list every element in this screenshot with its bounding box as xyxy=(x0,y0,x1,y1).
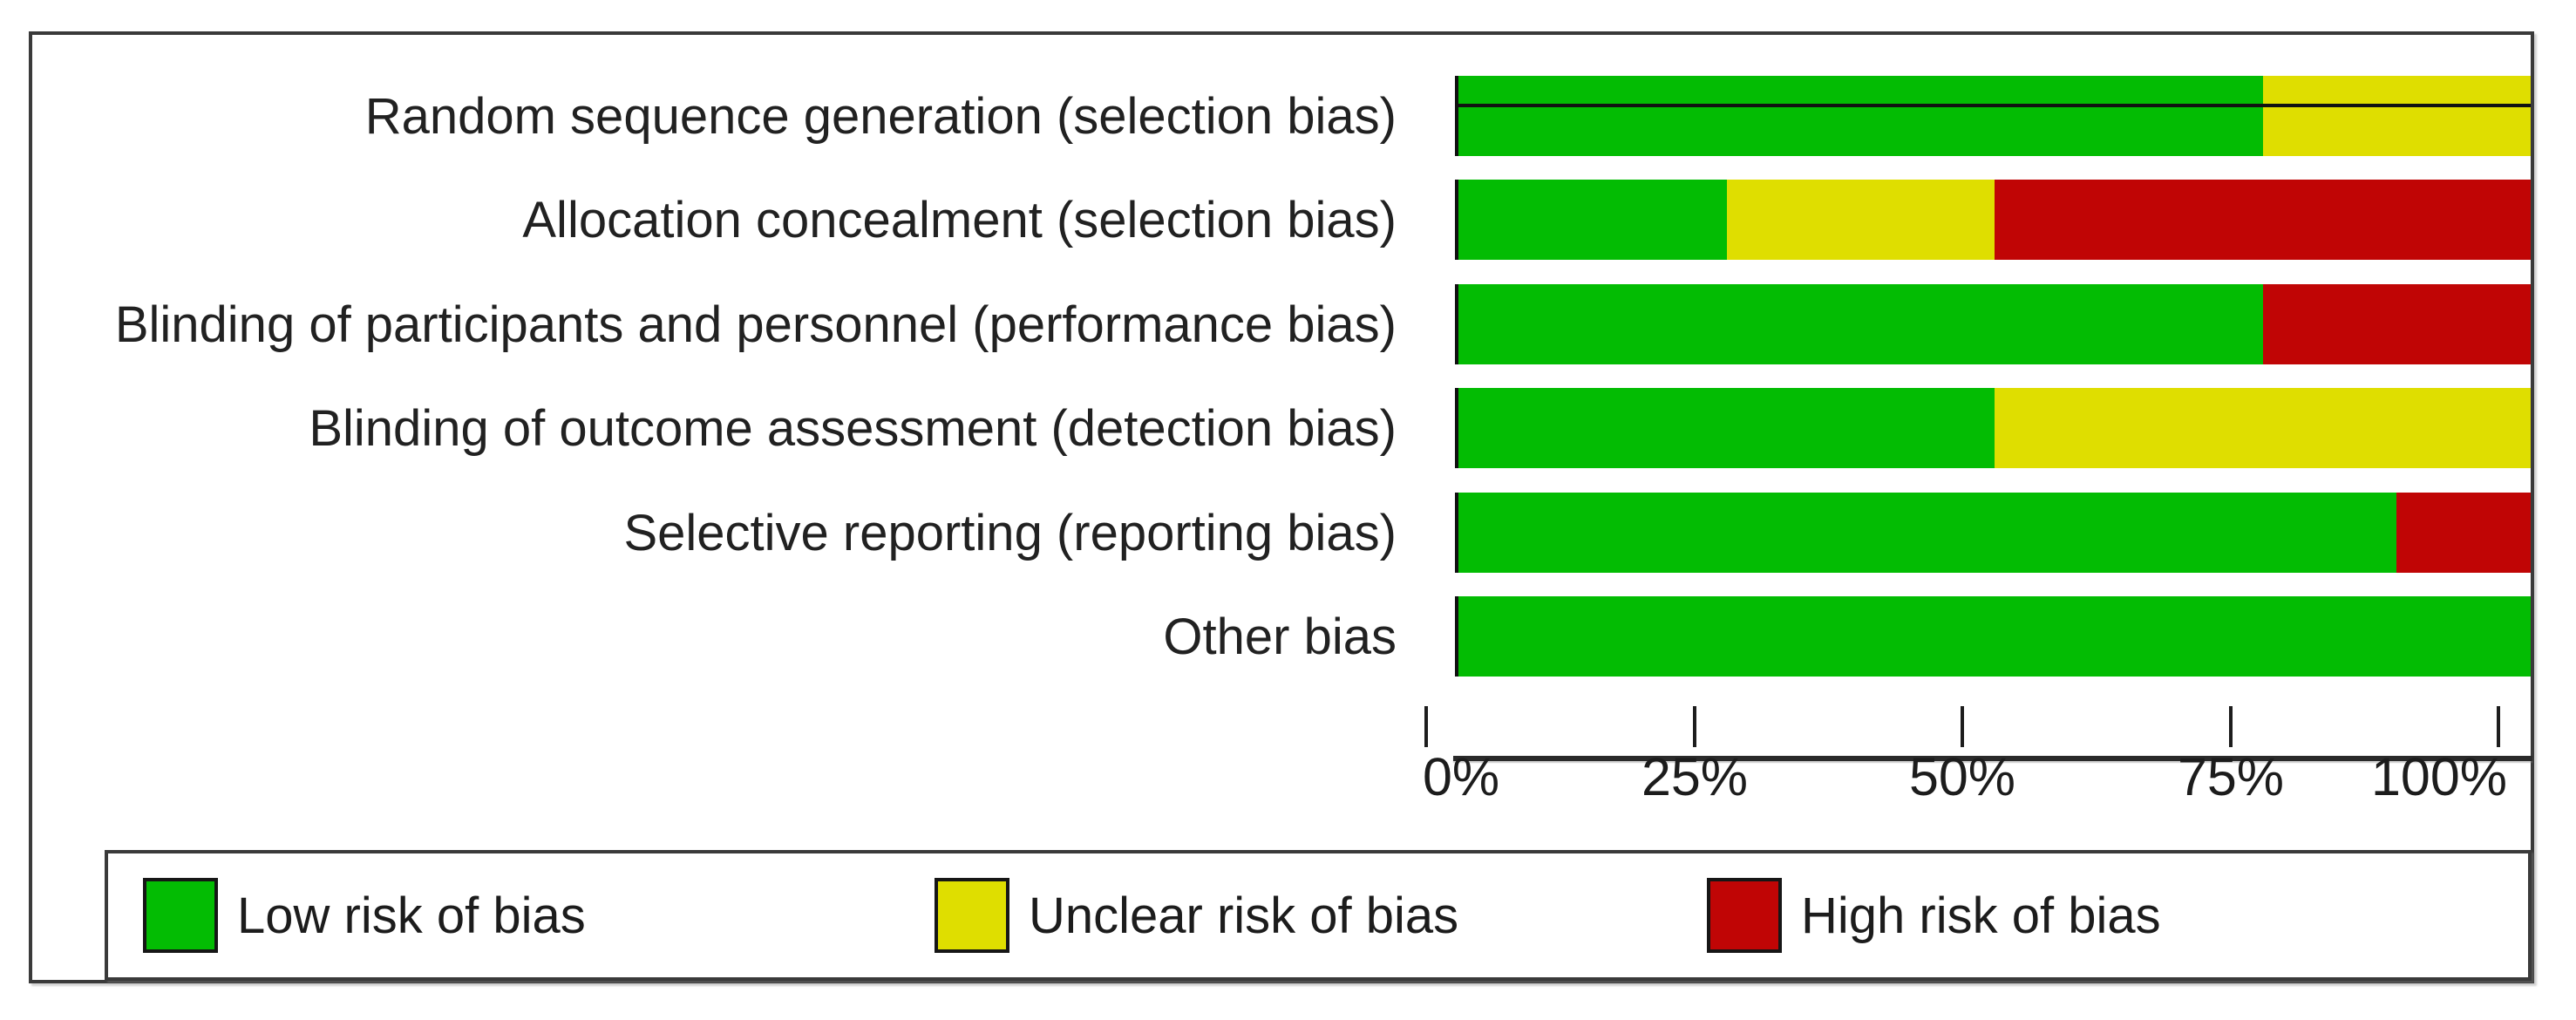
legend-label-low-risk-of-bias: Low risk of bias xyxy=(237,887,586,944)
legend-label-high-risk-of-bias: High risk of bias xyxy=(1801,887,2161,944)
axis-tick-label-25: 25% xyxy=(1641,747,1749,806)
axis-tick-0 xyxy=(1424,706,1428,747)
axis-tick-label-0: 0% xyxy=(1423,747,1500,806)
legend-swatch-high-risk-of-bias xyxy=(1707,878,1782,953)
bar-segment-high-risk-of-bias xyxy=(1995,180,2531,260)
legend-entry-unclear-risk-of-bias: Unclear risk of bias xyxy=(935,878,1458,953)
category-label-allocation-concealment-selection-bias: Allocation concealment (selection bias) xyxy=(522,191,1397,248)
category-label-random-sequence-generation-selection-bia: Random sequence generation (selection bi… xyxy=(364,87,1397,145)
axis-tick-50 xyxy=(1961,706,1964,747)
x-axis-line xyxy=(1453,756,2532,761)
legend-swatch-low-risk-of-bias xyxy=(143,878,218,953)
bar-segment-high-risk-of-bias xyxy=(2262,284,2531,364)
bar-segment-low-risk-of-bias xyxy=(1458,493,2397,573)
stacked-bar-row-5 xyxy=(1455,493,2531,573)
axis-tick-label-100: 100% xyxy=(2370,747,2507,806)
bar-segment-low-risk-of-bias xyxy=(1458,388,1995,468)
bar-segment-low-risk-of-bias xyxy=(1458,180,1727,260)
bar-segment-unclear-risk-of-bias xyxy=(1995,388,2531,468)
bar-segment-low-risk-of-bias xyxy=(1458,596,2531,677)
category-label-blinding-of-outcome-assessment-detection: Blinding of outcome assessment (detectio… xyxy=(309,399,1397,457)
plot-top-frame-line xyxy=(1455,104,2531,107)
axis-tick-75 xyxy=(2229,706,2233,747)
category-label-selective-reporting-reporting-bias: Selective reporting (reporting bias) xyxy=(623,504,1397,561)
stacked-bar-row-2 xyxy=(1455,180,2531,260)
stacked-bar-row-3 xyxy=(1455,284,2531,364)
legend-entry-high-risk-of-bias: High risk of bias xyxy=(1707,878,2161,953)
legend-box: Low risk of bias Unclear risk of bias High… xyxy=(105,850,2532,981)
legend-swatch-unclear-risk-of-bias xyxy=(935,878,1009,953)
bar-segment-unclear-risk-of-bias xyxy=(1726,180,1995,260)
axis-tick-label-50: 50% xyxy=(1908,747,2016,806)
bar-segment-low-risk-of-bias xyxy=(1458,76,2263,156)
bar-segment-unclear-risk-of-bias xyxy=(2262,76,2531,156)
bar-segment-low-risk-of-bias xyxy=(1458,284,2263,364)
axis-tick-25 xyxy=(1693,706,1696,747)
bar-segment-high-risk-of-bias xyxy=(2396,493,2531,573)
legend-label-unclear-risk-of-bias: Unclear risk of bias xyxy=(1029,887,1459,944)
stacked-bar-row-6 xyxy=(1455,596,2531,677)
legend-entry-low-risk-of-bias: Low risk of bias xyxy=(143,878,586,953)
risk-of-bias-figure: Random sequence generation (selection bi… xyxy=(29,31,2534,983)
category-label-blinding-of-participants-and-personnel-p: Blinding of participants and personnel (… xyxy=(114,296,1397,353)
stacked-bar-row-4 xyxy=(1455,388,2531,468)
axis-tick-100 xyxy=(2497,706,2500,747)
axis-tick-label-75: 75% xyxy=(2177,747,2285,806)
category-label-other-bias: Other bias xyxy=(1163,608,1397,665)
stacked-bar-row-1 xyxy=(1455,76,2531,156)
